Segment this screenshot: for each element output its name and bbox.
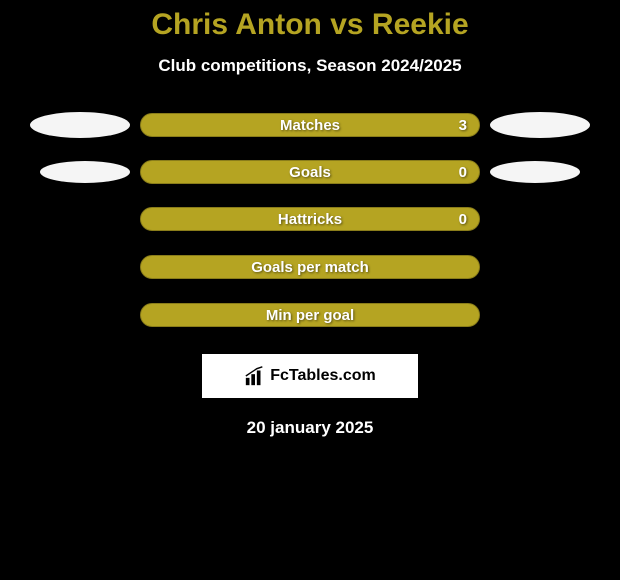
player-oval-right <box>490 161 580 183</box>
oval-placeholder <box>490 302 590 328</box>
stat-row: Goals 0 <box>0 160 620 184</box>
stat-bar: Goals per match <box>140 255 480 279</box>
stats-list: Matches 3 Goals 0 Hattricks 0 Goals per match M… <box>0 112 620 328</box>
comparison-card: Chris Anton vs Reekie Club competitions,… <box>0 0 620 438</box>
brand-logo-content: FcTables.com <box>244 365 376 387</box>
oval-placeholder <box>490 254 590 280</box>
brand-name: FcTables.com <box>270 367 376 385</box>
stat-value: 3 <box>459 117 467 134</box>
stat-row: Matches 3 <box>0 112 620 138</box>
stat-label: Hattricks <box>278 211 342 228</box>
stat-label: Goals per match <box>251 259 369 276</box>
player-oval-left <box>40 161 130 183</box>
stat-label: Min per goal <box>266 307 354 324</box>
player-oval-left <box>30 112 130 138</box>
oval-placeholder <box>490 206 590 232</box>
brand-logo-box[interactable]: FcTables.com <box>202 354 418 398</box>
stat-bar: Min per goal <box>140 303 480 327</box>
stat-bar: Goals 0 <box>140 160 480 184</box>
oval-placeholder <box>30 254 130 280</box>
bars-icon <box>244 365 266 387</box>
stat-row: Goals per match <box>0 254 620 280</box>
date-label: 20 january 2025 <box>0 418 620 438</box>
stat-row: Hattricks 0 <box>0 206 620 232</box>
stat-value: 0 <box>459 164 467 181</box>
page-title: Chris Anton vs Reekie <box>0 8 620 42</box>
stat-bar: Matches 3 <box>140 113 480 137</box>
stat-row: Min per goal <box>0 302 620 328</box>
stat-label: Matches <box>280 117 340 134</box>
stat-bar: Hattricks 0 <box>140 207 480 231</box>
subtitle: Club competitions, Season 2024/2025 <box>0 56 620 76</box>
player-oval-right <box>490 112 590 138</box>
stat-label: Goals <box>289 164 331 181</box>
oval-placeholder <box>30 302 130 328</box>
stat-value: 0 <box>459 211 467 228</box>
oval-placeholder <box>30 206 130 232</box>
